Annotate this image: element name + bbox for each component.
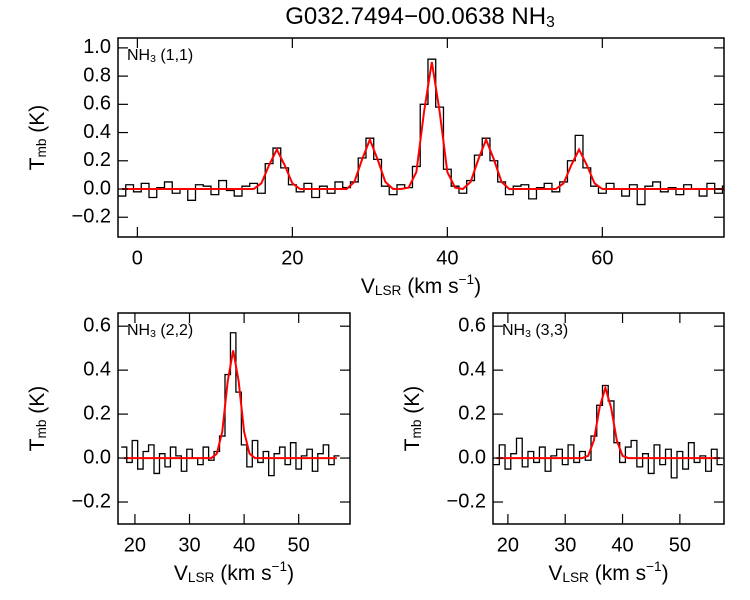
y-tick-label: 0.2 xyxy=(83,402,111,424)
y-tick-label: 0.4 xyxy=(83,358,111,380)
y-tick-label: 0.6 xyxy=(458,314,486,336)
y-tick-label: 0.0 xyxy=(458,446,486,468)
fit-line xyxy=(496,384,720,460)
text-part: (km s xyxy=(589,562,646,585)
text-part: mb xyxy=(34,419,49,438)
x-tick-label: 50 xyxy=(288,534,310,556)
text-part: V xyxy=(174,562,188,585)
x-tick-label: 30 xyxy=(554,534,576,556)
x-axis-label: VLSR (km s−1) xyxy=(548,559,668,584)
x-tick-label: 40 xyxy=(611,534,633,556)
y-tick-label: 0.6 xyxy=(83,93,111,115)
text-part: (K) xyxy=(26,386,49,420)
y-axis-label: Tmb (K) xyxy=(26,105,49,171)
figure-title: G032.7494−00.0638 NH3 xyxy=(285,3,555,31)
text-part: (km s xyxy=(401,275,458,298)
spectrum xyxy=(118,58,724,206)
panel-label: NH3 (3,3) xyxy=(502,322,568,340)
panel-label: NH3 (2,2) xyxy=(127,322,193,340)
plot-area xyxy=(118,58,724,206)
text-part: (1,1) xyxy=(156,47,193,64)
text-part: G032.7494−00.0638 NH xyxy=(285,3,546,30)
plot-area xyxy=(121,332,340,477)
text-part: LSR xyxy=(188,570,215,585)
spectrum xyxy=(493,384,723,479)
text-part: 3 xyxy=(150,329,156,340)
x-tick-label: 20 xyxy=(497,534,519,556)
x-axis-label: VLSR (km s−1) xyxy=(361,272,481,297)
fit-line xyxy=(121,61,724,191)
x-tick-label: 20 xyxy=(281,247,303,269)
text-part: 3 xyxy=(546,14,555,31)
y-tick-label: −0.2 xyxy=(447,490,486,512)
text-part: V xyxy=(361,275,375,298)
y-axis-label: Tmb (K) xyxy=(26,386,49,452)
y-tick-label: 1.0 xyxy=(83,36,111,58)
text-part: −1 xyxy=(272,559,288,574)
text-part: (3,3) xyxy=(531,322,568,339)
fit-line xyxy=(124,350,337,460)
plot-area xyxy=(493,384,723,479)
text-part: LSR xyxy=(375,283,402,298)
x-tick-label: 20 xyxy=(124,534,146,556)
text-part: −1 xyxy=(646,559,662,574)
x-tick-label: 0 xyxy=(132,247,143,269)
panel-label: NH3 (1,1) xyxy=(127,47,193,65)
plot-frame xyxy=(117,312,351,525)
text-part: T xyxy=(401,438,424,451)
text-part: (K) xyxy=(26,105,49,139)
text-part: NH xyxy=(127,322,150,339)
text-part: V xyxy=(548,562,562,585)
y-tick-label: −0.2 xyxy=(72,490,111,512)
text-part: T xyxy=(26,157,49,170)
x-axis-label: VLSR (km s−1) xyxy=(174,559,294,584)
text-part: 3 xyxy=(525,329,531,340)
y-tick-label: 0.2 xyxy=(458,402,486,424)
x-tick-label: 60 xyxy=(591,247,613,269)
text-part: mb xyxy=(34,138,49,157)
x-tick-label: 50 xyxy=(669,534,691,556)
y-tick-label: 0.8 xyxy=(83,64,111,86)
text-part: ) xyxy=(662,562,669,585)
text-part: NH xyxy=(127,47,150,64)
text-part: (2,2) xyxy=(156,322,193,339)
plot-frame xyxy=(492,312,725,525)
text-part: −1 xyxy=(459,272,475,287)
text-part: (km s xyxy=(214,562,271,585)
text-part: LSR xyxy=(562,570,589,585)
y-tick-label: −0.2 xyxy=(72,206,111,228)
y-tick-label: 0.2 xyxy=(83,149,111,171)
x-tick-label: 40 xyxy=(436,247,458,269)
text-part: ) xyxy=(287,562,294,585)
x-tick-label: 40 xyxy=(233,534,255,556)
text-part: mb xyxy=(409,419,424,438)
y-axis-label: Tmb (K) xyxy=(401,386,424,452)
y-tick-label: 0.0 xyxy=(83,446,111,468)
text-part: (K) xyxy=(401,386,424,420)
y-tick-label: 0.4 xyxy=(83,121,111,143)
plot-frame xyxy=(117,37,725,238)
x-tick-label: 30 xyxy=(178,534,200,556)
text-part: T xyxy=(26,438,49,451)
text-part: ) xyxy=(474,275,481,298)
spectrum xyxy=(121,332,340,477)
y-tick-label: 0.6 xyxy=(83,314,111,336)
y-tick-label: 0.4 xyxy=(458,358,486,380)
text-part: 3 xyxy=(150,54,156,65)
text-part: NH xyxy=(502,322,525,339)
y-tick-label: 0.0 xyxy=(83,177,111,199)
